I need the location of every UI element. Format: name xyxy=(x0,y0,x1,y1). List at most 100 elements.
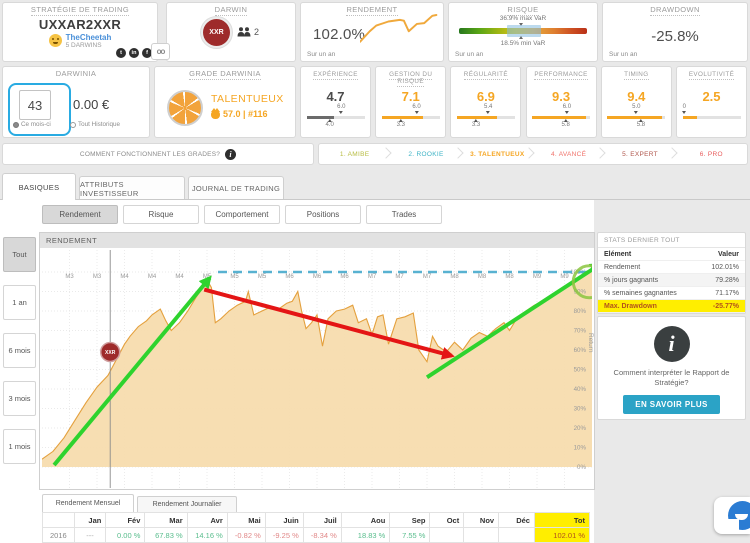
strategy-panel: STRATÉGIE DE TRADING UXXAR2XXR TheCheeta… xyxy=(2,2,158,62)
subtab-trades[interactable]: Trades xyxy=(366,205,442,224)
darwin-panel-header: DARWIN xyxy=(214,5,248,16)
svg-text:M9: M9 xyxy=(560,274,569,280)
var-range-selection[interactable] xyxy=(507,25,541,37)
month-header: Juin xyxy=(264,512,304,528)
svg-text:M8: M8 xyxy=(478,274,487,280)
darwin-xxr-badge[interactable]: XXR xyxy=(202,18,230,46)
table-cell: 0.00 % xyxy=(105,527,146,543)
tab-journal-de-trading[interactable]: JOURNAL DE TRADING xyxy=(188,176,284,200)
grade-step-expert[interactable]: 5. EXPERT xyxy=(604,144,675,164)
svg-text:XXR: XXR xyxy=(105,350,116,356)
month-header: Avr xyxy=(186,512,228,528)
subtab-positions[interactable]: Positions xyxy=(285,205,361,224)
radio-this-month[interactable]: Ce mois-ci xyxy=(13,121,51,128)
stats-row: Rendement 102.01% xyxy=(598,260,745,274)
month-header: Mai xyxy=(226,512,266,528)
drawdown-panel-header: DRAWDOWN xyxy=(650,5,700,16)
month-header: Tot xyxy=(533,512,591,528)
gauge-bar: 6.0 3.3 xyxy=(381,104,440,131)
grades-info-icon[interactable]: i xyxy=(225,148,237,160)
gauge-title: EXPÉRIENCE xyxy=(313,71,358,80)
return-chart[interactable]: M3 M3 M4 M4 M4 M5 M5 M5 M6 M6 M6 M7 M7 M7 M8 M8 M8 M9 M9 0%… xyxy=(41,250,607,488)
risk-panel: RISQUE 36.9% max VaR 18.5% min VaR Sur u… xyxy=(448,2,598,62)
return-chart-panel: RENDEMENT M3 M3 M4 M4 M4 M5 M5 M5 M6 M6 M6 M7 M7 M7 M8… xyxy=(39,232,607,490)
month-header: Jan xyxy=(73,512,107,528)
table-cell: 102.01 % xyxy=(533,527,591,543)
gauge-value: 9.4 xyxy=(627,89,646,104)
monthly-returns-table: Jan Fév Mar Avr Mai Juin Juil Aou Sep Oct Nov Déc To… xyxy=(42,512,591,543)
gauge-top-marker: 6.0 xyxy=(337,104,345,114)
svg-text:50%: 50% xyxy=(574,367,587,374)
gauge-bar: 5.4 3.3 xyxy=(456,104,515,131)
range-3mois[interactable]: 3 mois xyxy=(3,381,36,416)
svg-text:0%: 0% xyxy=(577,464,586,471)
chat-widget[interactable] xyxy=(714,497,750,534)
return-value: 102.0% xyxy=(313,26,366,43)
svg-text:70%: 70% xyxy=(574,328,587,335)
radio-all-history[interactable]: Tout Historique xyxy=(70,121,120,128)
grade-step-avancé[interactable]: 4. AVANCÉ xyxy=(533,144,604,164)
y-axis-label: Return xyxy=(587,333,594,353)
gauge-value: 4.7 xyxy=(326,89,345,104)
chat-smiley-icon xyxy=(728,501,750,530)
tab-rendement-mensuel[interactable]: Rendement Mensuel xyxy=(42,494,134,512)
tab-rendement-journalier[interactable]: Rendement Journalier xyxy=(137,496,237,512)
gauge-bar: 5.0 5.8 xyxy=(607,104,666,131)
gauge-top-marker: 5.4 xyxy=(484,104,492,114)
facebook-icon[interactable]: f xyxy=(142,48,152,58)
max-var-tick xyxy=(519,23,523,26)
grade-score: 57.0 | #116 xyxy=(223,109,268,119)
gauge-bar: 6.0 4.0 xyxy=(306,104,365,131)
range-1an[interactable]: 1 an xyxy=(3,285,36,320)
month-header xyxy=(42,512,75,528)
svg-text:30%: 30% xyxy=(574,406,587,413)
stats-col-element: Elément xyxy=(598,248,699,261)
return-sparkline xyxy=(360,14,438,43)
month-header: Sep xyxy=(389,512,431,528)
table-cell xyxy=(498,527,535,543)
grade-step-talentueux[interactable]: 3. TALENTUEUX xyxy=(462,144,533,164)
darwinia-selection-outline xyxy=(8,83,71,136)
range-6mois[interactable]: 6 mois xyxy=(3,333,36,368)
svg-text:M7: M7 xyxy=(368,274,377,280)
gauge-title: TIMING xyxy=(624,71,649,80)
owner-link[interactable]: TheCheetah xyxy=(65,32,112,42)
twitter-icon[interactable]: t xyxy=(116,48,126,58)
darwinia-panel-header: DARWINIA xyxy=(55,69,97,78)
gauge-top-marker: 5.0 xyxy=(632,104,640,114)
grade-step-amibe[interactable]: 1. AMIBE xyxy=(319,144,390,164)
tab-attributs-investisseur[interactable]: ATTRIBUTS INVESTISSEUR xyxy=(79,176,185,200)
month-header: Oct xyxy=(429,512,465,528)
stats-col-value: Valeur xyxy=(698,248,745,261)
strategy-name[interactable]: UXXAR2XXR xyxy=(38,16,122,32)
darwinia-panel: DARWINIA 43 0.00 € Ce mois-ci Tout Histo… xyxy=(2,66,150,138)
range-tout[interactable]: Tout xyxy=(3,237,36,272)
subtab-rendement[interactable]: Rendement xyxy=(42,205,118,224)
investors-icon xyxy=(237,27,251,37)
grades-explainer-label: COMMENT FONCTIONNENT LES GRADES? xyxy=(79,150,221,158)
month-header: Nov xyxy=(463,512,500,528)
stats-row: Max. Drawdown -25.77% xyxy=(598,299,745,313)
radio-all-history-dot[interactable] xyxy=(70,121,76,128)
svg-text:20%: 20% xyxy=(574,425,587,432)
svg-text:M4: M4 xyxy=(148,274,157,280)
stats-header: STATS DERNIER TOUT xyxy=(598,233,745,248)
subtab-risque[interactable]: Risque xyxy=(123,205,199,224)
grade-step-rookie[interactable]: 2. ROOKIE xyxy=(390,144,461,164)
link-strategy-darwin-icon[interactable]: oo xyxy=(151,43,170,60)
info-card: i Comment interpréter le Rapport de Stra… xyxy=(597,316,746,420)
drawdown-period: Sur un an xyxy=(609,51,638,58)
learn-more-button[interactable]: EN SAVOIR PLUS xyxy=(623,394,720,414)
table-cell: 18.83 % xyxy=(340,527,391,543)
range-1mois[interactable]: 1 mois xyxy=(3,429,36,464)
table-cell: 67.83 % xyxy=(144,527,188,543)
radio-this-month-dot[interactable] xyxy=(13,121,19,128)
gauge-value: 7.1 xyxy=(401,89,420,104)
tab-basiques[interactable]: BASIQUES xyxy=(2,173,76,200)
grade-step-pro[interactable]: 6. PRO xyxy=(699,150,723,158)
info-icon: i xyxy=(653,326,690,362)
table-cell xyxy=(429,527,465,543)
linkedin-icon[interactable]: in xyxy=(129,48,139,58)
subtab-comportement[interactable]: Comportement xyxy=(204,205,280,224)
